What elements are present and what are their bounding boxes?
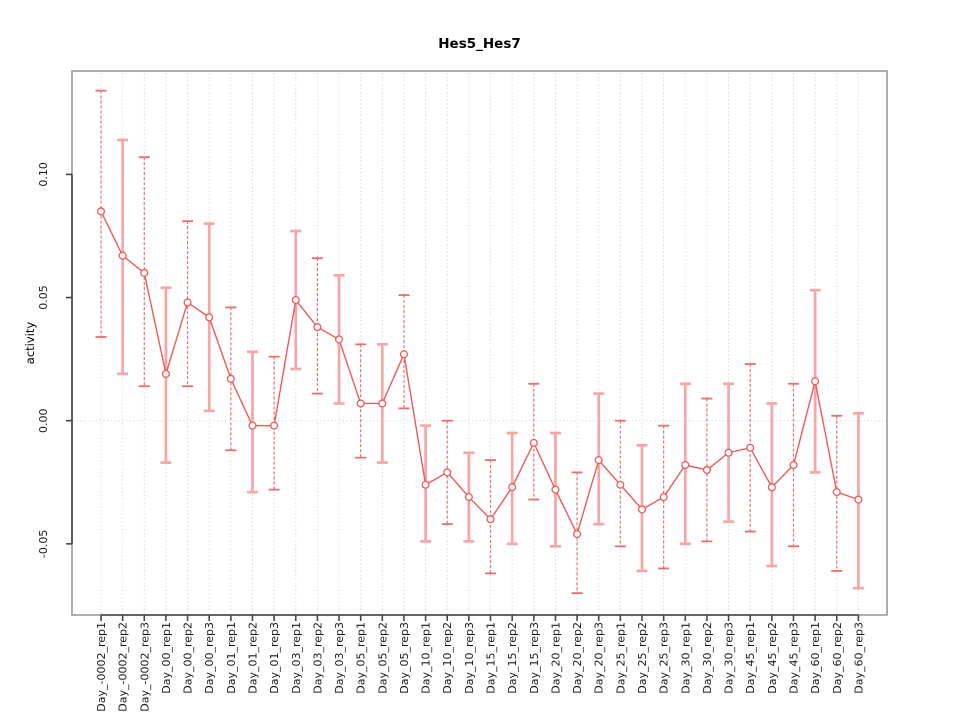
x-tick-labels: Day_-0002_rep1 Day_-0002_rep2 Day_-0002_re…	[95, 622, 865, 712]
data-point	[270, 421, 279, 430]
x-tick-label: Day_60_rep1	[809, 622, 822, 694]
x-tick-label: Day_45_rep3	[787, 622, 800, 694]
data-point	[724, 448, 733, 457]
data-point	[313, 323, 322, 332]
y-tick-labels: -0.05 0.00 0.05 0.10	[37, 162, 50, 558]
gridlines	[73, 73, 886, 614]
chart-title: Hes5_Hes7	[438, 36, 521, 52]
x-tick-label: Day_03_rep2	[311, 622, 324, 694]
x-tick-label: Day_10_rep3	[463, 622, 476, 694]
data-point	[334, 335, 344, 344]
data-point	[702, 465, 711, 475]
x-tick-label: Day_10_rep2	[441, 622, 454, 694]
x-tick-label: Day_01_rep3	[268, 622, 281, 694]
x-tick-label: Day_-0002_rep2	[117, 622, 130, 712]
data-point	[486, 515, 495, 524]
data-point	[205, 313, 214, 322]
data-point	[248, 421, 257, 430]
data-point	[551, 485, 560, 494]
y-tick-label: 0.00	[37, 408, 50, 433]
x-tick-label: Day_00_rep3	[203, 622, 216, 694]
y-tick-label: 0.05	[37, 285, 50, 310]
x-tick-label: Day_05_rep1	[355, 622, 368, 694]
x-tick-label: Day_45_rep1	[744, 622, 757, 694]
axes	[66, 70, 888, 621]
x-tick-label: Day_30_rep2	[701, 622, 714, 694]
data-point	[789, 460, 798, 470]
x-tick-label: Day_05_rep2	[376, 622, 389, 694]
x-tick-label: Day_-0002_rep1	[95, 622, 108, 712]
data-point	[464, 493, 473, 502]
data-point	[183, 298, 192, 307]
x-tick-label: Day_03_rep1	[290, 622, 303, 694]
data-point	[854, 495, 863, 504]
data-point	[118, 251, 127, 260]
x-tick-label: Day_30_rep3	[723, 622, 736, 694]
data-point	[226, 374, 235, 383]
x-tick-label: Day_15_rep3	[528, 622, 541, 694]
x-tick-label: Day_00_rep1	[160, 622, 173, 694]
x-tick-label: Day_25_rep2	[636, 622, 649, 694]
data-point	[529, 438, 538, 447]
x-tick-label: Day_25_rep3	[658, 622, 671, 694]
y-tick-label: 0.10	[37, 162, 50, 187]
data-point	[594, 456, 603, 465]
x-tick-label: Day_01_rep2	[246, 622, 259, 694]
data-point	[96, 207, 106, 216]
data-point	[421, 480, 430, 489]
x-tick-label: Day_20_rep2	[571, 622, 584, 694]
error-bars	[95, 89, 864, 595]
data-point	[140, 268, 149, 277]
x-tick-label: Day_10_rep1	[420, 622, 433, 694]
data-point	[161, 369, 170, 378]
x-tick-label: Day_20_rep3	[593, 622, 606, 694]
x-tick-label: Day_-0002_rep3	[138, 622, 151, 712]
data-point	[767, 483, 776, 492]
x-tick-label: Day_20_rep1	[549, 622, 562, 694]
data-point	[443, 468, 452, 477]
x-tick-label: Day_45_rep2	[766, 622, 779, 694]
x-tick-label: Day_25_rep1	[614, 622, 627, 694]
x-tick-label: Day_01_rep1	[225, 622, 238, 694]
data-point	[832, 488, 841, 497]
data-point	[291, 295, 300, 305]
data-point	[637, 505, 647, 514]
data-point	[356, 399, 365, 408]
x-tick-label: Day_15_rep1	[485, 622, 498, 694]
data-point	[573, 529, 582, 539]
x-tick-label: Day_03_rep3	[333, 622, 346, 694]
data-points	[96, 207, 863, 539]
data-point	[378, 399, 387, 408]
x-tick-label: Day_60_rep3	[852, 622, 865, 694]
data-point	[508, 483, 517, 492]
data-point	[746, 443, 755, 452]
x-tick-label: Day_05_rep3	[398, 622, 411, 694]
data-point	[616, 480, 625, 489]
data-point	[681, 460, 690, 470]
data-point	[659, 493, 668, 502]
data-line	[100, 211, 859, 536]
x-tick-label: Day_30_rep1	[679, 622, 692, 694]
data-point	[399, 350, 409, 359]
x-tick-label: Day_15_rep2	[506, 622, 519, 694]
x-tick-label: Day_00_rep2	[182, 622, 195, 694]
y-tick-label: -0.05	[37, 530, 50, 558]
x-tick-label: Day_60_rep2	[831, 622, 844, 694]
data-point	[811, 377, 820, 386]
